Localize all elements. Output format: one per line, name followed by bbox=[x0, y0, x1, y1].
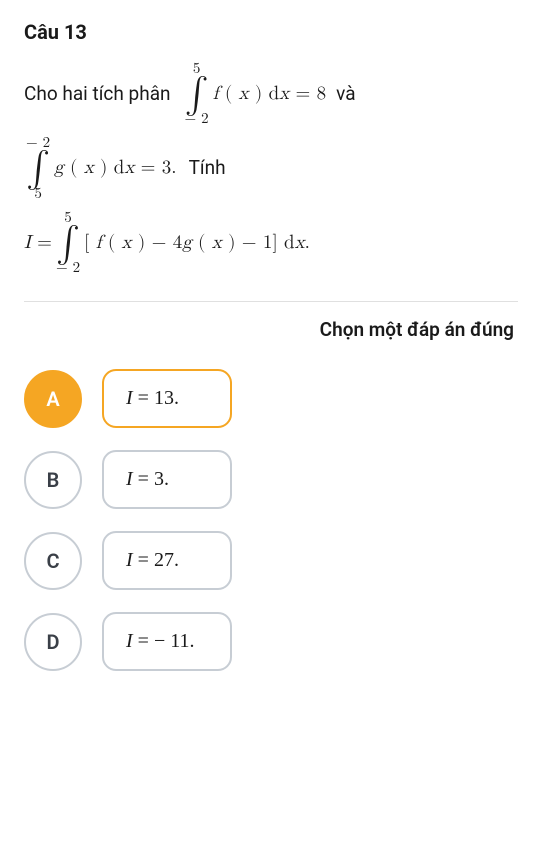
option-value-b[interactable]: I = 3. bbox=[102, 450, 232, 509]
dx-var: x bbox=[295, 233, 305, 252]
dx-var: x bbox=[279, 84, 289, 103]
lower-bound: − 2 bbox=[185, 110, 209, 128]
lhs-var: I bbox=[24, 233, 31, 252]
integral-symbol: ∫ bbox=[26, 152, 50, 184]
coef: 4 bbox=[173, 233, 183, 252]
var: x bbox=[84, 158, 94, 177]
and-text: và bbox=[336, 77, 355, 111]
lower-bound: 5 bbox=[34, 185, 42, 203]
integral-2: − 2 ∫ 5 bbox=[26, 134, 50, 202]
answer-prompt: Chọn một đáp án đúng bbox=[24, 318, 518, 341]
option-c[interactable]: C I = 27. bbox=[24, 531, 518, 590]
question-body: Cho hai tích phân 5 ∫ − 2 f ( x ) dx = 8… bbox=[24, 60, 518, 277]
option-letter-d[interactable]: D bbox=[24, 613, 82, 671]
integral-3: 5 ∫ − 2 bbox=[56, 209, 80, 277]
rhs: 3. bbox=[162, 158, 177, 177]
option-b[interactable]: B I = 3. bbox=[24, 450, 518, 509]
question-line-2: − 2 ∫ 5 g ( x ) dx = 3. Tính bbox=[24, 134, 518, 202]
option-value-c[interactable]: I = 27. bbox=[102, 531, 232, 590]
option-letter-a[interactable]: A bbox=[24, 370, 82, 428]
integral-symbol: ∫ bbox=[185, 78, 209, 110]
fn-g: g bbox=[182, 233, 192, 252]
option-a[interactable]: A I = 13. bbox=[24, 369, 518, 428]
tinh-text: Tính bbox=[189, 151, 226, 185]
intro-text: Cho hai tích phân bbox=[24, 77, 171, 111]
options-list: A I = 13. B I = 3. C I = 27. D I = − 11. bbox=[24, 369, 518, 671]
integrand-1: f ( x ) dx = 8 bbox=[213, 77, 326, 111]
lower-bound: − 2 bbox=[56, 259, 80, 277]
divider bbox=[24, 301, 518, 302]
integrand-2: g ( x ) dx = 3. bbox=[54, 151, 176, 185]
option-value-d[interactable]: I = − 11. bbox=[102, 612, 232, 671]
var: x bbox=[122, 233, 132, 252]
option-d[interactable]: D I = − 11. bbox=[24, 612, 518, 671]
dx-var: x bbox=[124, 158, 134, 177]
lhs: I = bbox=[24, 226, 52, 260]
question-line-1: Cho hai tích phân 5 ∫ − 2 f ( x ) dx = 8… bbox=[24, 60, 518, 128]
option-letter-b[interactable]: B bbox=[24, 451, 82, 509]
integrand-3: [ f ( x ) − 4g ( x ) − 1] dx. bbox=[84, 226, 310, 260]
var: x bbox=[212, 233, 222, 252]
option-value-a[interactable]: I = 13. bbox=[102, 369, 232, 428]
fn-name: g bbox=[54, 158, 64, 177]
option-letter-c[interactable]: C bbox=[24, 532, 82, 590]
question-title: Câu 13 bbox=[24, 20, 518, 44]
const: 1 bbox=[263, 233, 273, 252]
rhs: 8 bbox=[317, 84, 327, 103]
integral-symbol: ∫ bbox=[56, 227, 80, 259]
question-line-3: I = 5 ∫ − 2 [ f ( x ) − 4g ( x ) − 1] dx… bbox=[24, 209, 518, 277]
integral-1: 5 ∫ − 2 bbox=[185, 60, 209, 128]
var: x bbox=[239, 84, 249, 103]
